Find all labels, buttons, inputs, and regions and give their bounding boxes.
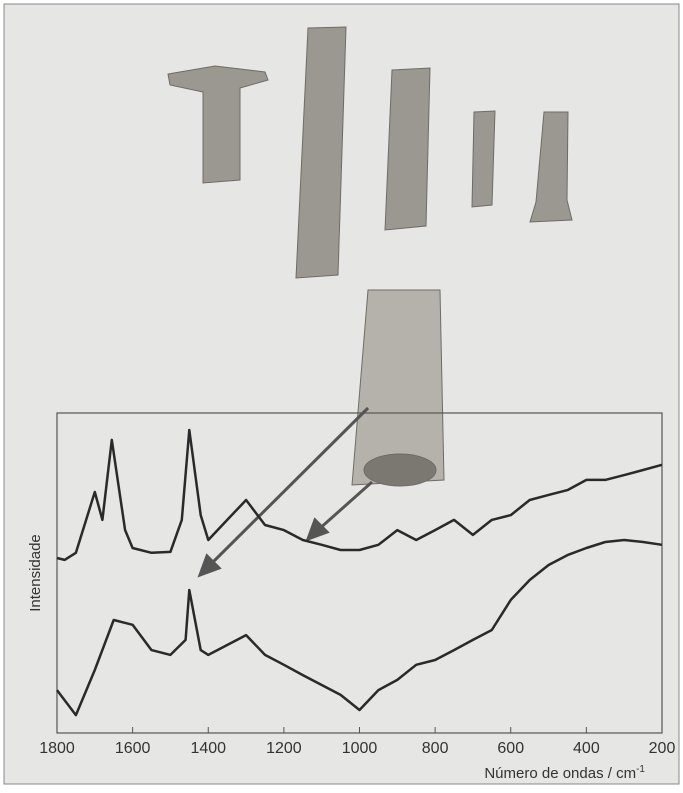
- x-tick-label: 1200: [266, 740, 302, 757]
- x-tick-label: 1600: [115, 740, 151, 757]
- object-long-rod: [295, 26, 347, 279]
- spectrum-line: [56, 538, 663, 717]
- arrow-head: [197, 553, 222, 578]
- x-tick-label: 200: [649, 740, 676, 757]
- arrow-head: [305, 517, 330, 542]
- spectrum-line: [56, 428, 663, 562]
- x-axis-label-superscript: -1: [636, 764, 645, 775]
- object-rod: [384, 67, 431, 231]
- x-tick-label: 600: [497, 740, 524, 757]
- arrow-line: [208, 406, 370, 567]
- y-axis-label: Intensidade: [27, 534, 44, 612]
- arrows: [197, 406, 373, 578]
- x-axis-label-main: Número de ondas / cm: [484, 765, 636, 782]
- x-tick-label: 400: [573, 740, 600, 757]
- arrow-line: [317, 480, 373, 532]
- x-tick-label: 800: [422, 740, 449, 757]
- cylinder-end: [363, 453, 437, 487]
- object-t-shape: [167, 65, 269, 184]
- x-tick-label: 1800: [39, 740, 75, 757]
- photo-objects: [167, 26, 573, 487]
- x-axis-label: Número de ondas / cm-1: [484, 764, 645, 782]
- x-tick-label: 1400: [190, 740, 226, 757]
- object-stopper: [529, 111, 573, 223]
- x-tick-label: 1000: [342, 740, 378, 757]
- object-small-rod: [471, 110, 496, 208]
